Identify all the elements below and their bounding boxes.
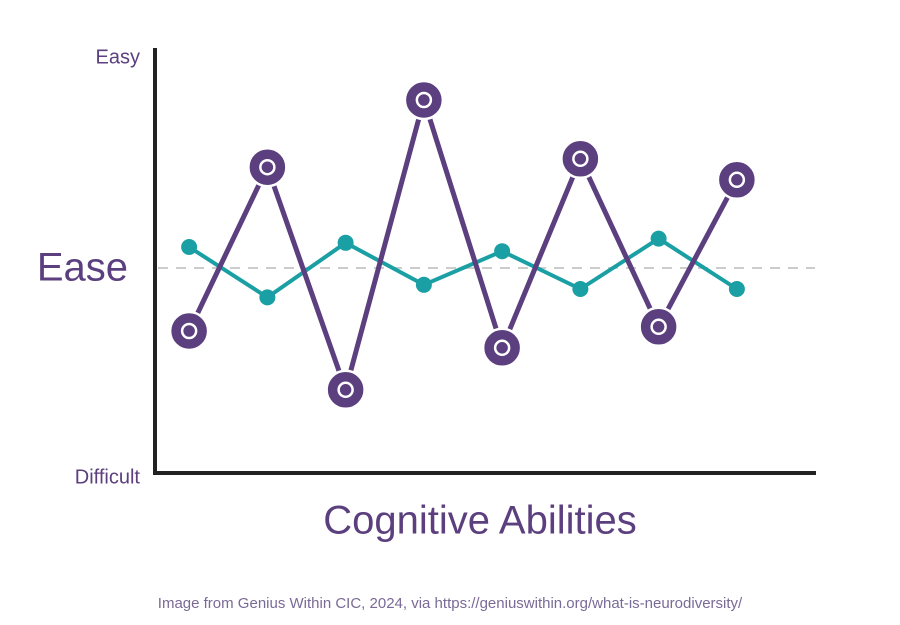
icon-glyph	[259, 158, 276, 176]
icon-marker	[168, 310, 210, 352]
point	[259, 289, 276, 306]
icon-marker	[638, 306, 679, 348]
series-line	[188, 236, 738, 300]
y-tick-label: Easy	[96, 46, 140, 68]
point	[181, 239, 198, 255]
icon-glyph	[337, 381, 354, 399]
icon-glyph	[180, 322, 198, 340]
icon-marker	[247, 146, 288, 188]
icon-marker	[481, 327, 523, 369]
icon-glyph	[650, 318, 667, 336]
point	[728, 281, 745, 297]
point	[650, 230, 667, 247]
icon-marker	[716, 159, 758, 201]
point	[494, 243, 511, 260]
caption: Image from Genius Within CIC, 2024, via …	[158, 595, 743, 612]
icon-marker	[325, 369, 366, 411]
icon-marker	[560, 138, 601, 180]
point	[572, 281, 589, 297]
icon-glyph	[415, 91, 433, 109]
y-tick-label: Difficult	[75, 466, 141, 488]
icon-glyph	[493, 339, 511, 357]
icon-glyph	[728, 171, 746, 189]
icon-glyph	[572, 150, 589, 168]
icon-marker	[403, 79, 445, 121]
point	[337, 234, 354, 251]
y-tick-label: Ease	[37, 246, 128, 290]
point	[415, 276, 432, 293]
series-line	[186, 97, 740, 393]
x-axis-label: Cognitive Abilities	[323, 499, 637, 543]
